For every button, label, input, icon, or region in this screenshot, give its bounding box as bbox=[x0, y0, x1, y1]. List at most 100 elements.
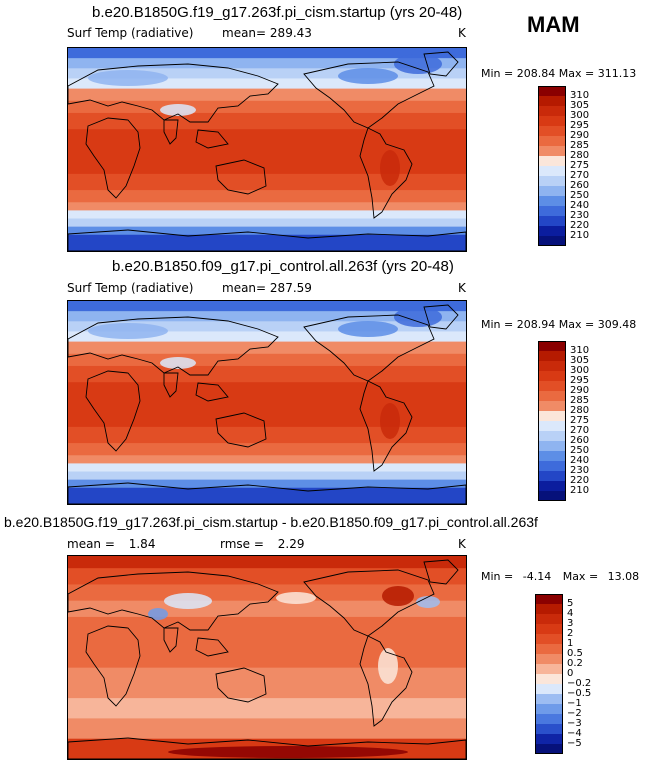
colorbar-tick-label: −1 bbox=[567, 698, 582, 709]
coastline bbox=[163, 119, 179, 145]
temperature-band bbox=[68, 698, 466, 719]
temperature-band bbox=[68, 112, 466, 130]
panel1-min-value: 208.84 bbox=[516, 67, 556, 80]
colorbar-swatch bbox=[538, 96, 566, 106]
colorbar-tick-label: 0 bbox=[567, 668, 574, 679]
coastline bbox=[68, 316, 279, 376]
temperature-anomaly-patch bbox=[88, 70, 168, 86]
temperature-band bbox=[68, 202, 466, 211]
temperature-band bbox=[68, 218, 466, 228]
temperature-band bbox=[68, 463, 466, 473]
panel2-mean-text: mean= bbox=[222, 281, 267, 295]
colorbar-tick-label: 310 bbox=[570, 345, 590, 356]
panel3-units: K bbox=[458, 537, 466, 551]
coastline bbox=[359, 127, 413, 219]
panel2-min-value: 208.94 bbox=[516, 318, 556, 331]
colorbar-swatch bbox=[535, 734, 563, 744]
temperature-band bbox=[68, 471, 466, 481]
colorbar-tick-label: 220 bbox=[570, 220, 590, 231]
colorbar-swatch bbox=[538, 106, 566, 116]
temperature-band bbox=[68, 321, 466, 332]
colorbar-swatch bbox=[538, 471, 566, 481]
panel3-mean-text: mean = bbox=[67, 537, 115, 551]
colorbar-tick-label: 305 bbox=[570, 355, 590, 366]
panel1-max-value: 311.13 bbox=[597, 67, 637, 80]
colorbar-tick-label: 1 bbox=[567, 638, 574, 649]
temperature-band bbox=[68, 718, 466, 740]
panel2-max-label: Max = bbox=[558, 318, 595, 331]
temperature-band bbox=[68, 58, 466, 69]
colorbar-tick-label: 300 bbox=[570, 110, 590, 121]
coastline bbox=[359, 380, 413, 472]
colorbar-swatch bbox=[535, 594, 563, 604]
colorbar-tick-label: 295 bbox=[570, 120, 590, 131]
temperature-band bbox=[68, 68, 466, 79]
colorbar-tick-label: −0.5 bbox=[567, 688, 592, 699]
panel1-minmax: Min = 208.84 Max = 311.13 bbox=[481, 67, 636, 80]
coastline bbox=[85, 370, 141, 452]
panel1-mean-label: mean= 289.43 bbox=[222, 26, 312, 40]
coastline bbox=[423, 559, 459, 585]
colorbar-swatch bbox=[538, 361, 566, 371]
temperature-anomaly-patch bbox=[416, 596, 440, 608]
colorbar-tick-label: 230 bbox=[570, 210, 590, 221]
panel3-title: b.e20.B1850G.f19_g17.263f.pi_cism.startu… bbox=[4, 514, 538, 530]
colorbar-tick-label: 2 bbox=[567, 628, 574, 639]
colorbar-tick-label: −2 bbox=[567, 708, 582, 719]
colorbar-tick-label: −3 bbox=[567, 718, 582, 729]
temperature-band bbox=[68, 48, 466, 59]
temperature-band bbox=[68, 78, 466, 90]
temperature-band bbox=[68, 556, 466, 569]
temperature-band bbox=[68, 365, 466, 383]
colorbar-swatch bbox=[535, 634, 563, 644]
temperature-band bbox=[68, 353, 466, 367]
colorbar-tick-label: 275 bbox=[570, 415, 590, 426]
colorbar-tick-label: −5 bbox=[567, 738, 582, 749]
colorbar-tick-label: 230 bbox=[570, 465, 590, 476]
temperature-band bbox=[68, 190, 466, 203]
colorbar-swatch bbox=[538, 341, 566, 351]
temperature-band bbox=[68, 426, 466, 444]
temperature-anomaly-patch bbox=[88, 323, 168, 339]
coastline bbox=[163, 372, 179, 398]
coastline bbox=[303, 314, 435, 382]
temperature-band bbox=[68, 616, 466, 669]
colorbar-swatch bbox=[538, 136, 566, 146]
coastline bbox=[68, 482, 466, 504]
temperature-band bbox=[68, 234, 466, 251]
coastline bbox=[68, 737, 466, 759]
colorbar-swatch bbox=[538, 441, 566, 451]
panel2-units: K bbox=[458, 281, 466, 295]
colorbar-swatch bbox=[538, 236, 566, 246]
temperature-band bbox=[68, 129, 466, 175]
colorbar-swatch bbox=[538, 461, 566, 471]
colorbar-swatch bbox=[538, 226, 566, 236]
colorbar-swatch bbox=[538, 351, 566, 361]
panel1-variable-label: Surf Temp (radiative) bbox=[67, 26, 194, 40]
temperature-band bbox=[68, 341, 466, 355]
coastline bbox=[68, 63, 279, 123]
colorbar-tick-label: 220 bbox=[570, 475, 590, 486]
colorbar-swatch bbox=[538, 431, 566, 441]
panel1-min-label: Min = bbox=[481, 67, 514, 80]
coastline bbox=[423, 51, 459, 77]
colorbar-swatch bbox=[538, 371, 566, 381]
panel3-map-svg bbox=[68, 556, 466, 759]
temperature-band bbox=[68, 455, 466, 464]
colorbar-swatch bbox=[538, 491, 566, 501]
coastline bbox=[195, 129, 229, 149]
colorbar-tick-label: 0.2 bbox=[567, 658, 583, 669]
colorbar-tick-label: 285 bbox=[570, 395, 590, 406]
panel3-minmax: Min = -4.14 Max = 13.08 bbox=[481, 570, 639, 583]
temperature-band bbox=[68, 443, 466, 456]
panel3-map bbox=[67, 555, 467, 760]
temperature-anomaly-patch bbox=[168, 746, 408, 758]
colorbar-swatch bbox=[538, 196, 566, 206]
coastline bbox=[85, 117, 141, 199]
temperature-band bbox=[68, 88, 466, 102]
colorbar-swatch bbox=[538, 411, 566, 421]
colorbar-swatch bbox=[538, 451, 566, 461]
colorbar-swatch bbox=[538, 421, 566, 431]
panel2-mean-label: mean= 287.59 bbox=[222, 281, 312, 295]
colorbar-swatch bbox=[535, 604, 563, 614]
